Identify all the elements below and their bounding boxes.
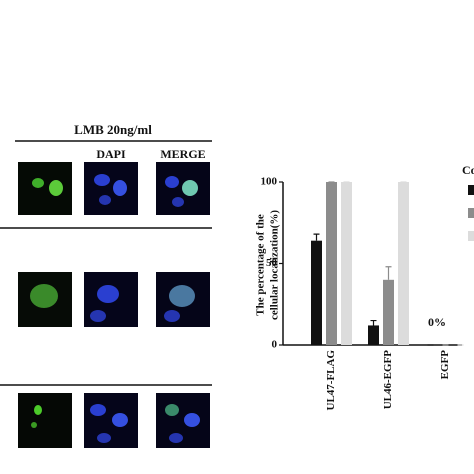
y-tick-label: 0 <box>272 339 278 351</box>
error-bar <box>385 266 392 280</box>
bar <box>368 325 379 345</box>
column-label: DAPI <box>96 147 126 161</box>
bar <box>326 182 337 345</box>
legend-swatch <box>468 231 474 241</box>
error-bar <box>370 319 377 326</box>
micrographs <box>18 162 210 448</box>
y-tick-label: 50 <box>266 257 278 269</box>
y-axis-title: The percentage of the cellular localizat… <box>255 210 281 320</box>
panel-title: LMB 20ng/ml <box>74 122 152 137</box>
legend-title: Co <box>462 163 474 177</box>
bar <box>383 279 394 345</box>
bar <box>341 182 352 345</box>
x-tick-label: EGFP <box>439 350 451 380</box>
x-tick-label-group: UL46-EGFP <box>382 350 394 410</box>
column-label: MERGE <box>160 147 205 161</box>
legend-swatch <box>468 185 474 195</box>
bar <box>311 240 322 345</box>
x-tick-label: UL46-EGFP <box>382 350 394 410</box>
legend-swatch <box>468 208 474 218</box>
y-axis-title-line: The percentage of the <box>255 214 267 316</box>
x-tick-label: UL47-FLAG <box>325 350 337 411</box>
annotation: 0% <box>428 315 446 329</box>
x-tick-label-group: UL47-FLAG <box>325 350 337 411</box>
error-bar <box>313 233 320 241</box>
y-axis-title-line: cellular localization(%) <box>269 210 281 320</box>
y-tick-label: 100 <box>261 176 278 188</box>
bar <box>398 182 409 345</box>
x-tick-label-group: EGFP <box>439 350 451 380</box>
